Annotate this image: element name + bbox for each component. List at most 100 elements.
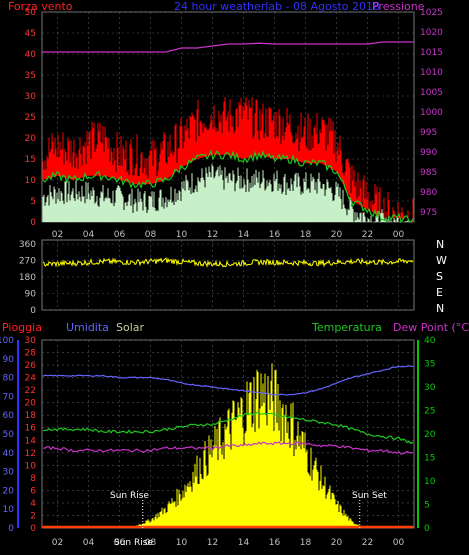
temperature-series: [42, 411, 414, 445]
humidity-label: Umidita: [66, 321, 109, 334]
temp-x-tick-label: 08: [145, 538, 157, 548]
rain-tick-label: 28: [25, 349, 37, 359]
compass-label: E: [436, 286, 443, 299]
compass-label: N: [436, 238, 444, 251]
pressure-tick-label: 990: [420, 148, 437, 158]
direction-tick-label: 0: [30, 306, 36, 316]
solar-series: [121, 363, 367, 528]
compass-label: N: [436, 302, 444, 315]
humidity-tick-label: 40: [3, 449, 15, 459]
temp-tick-label: 35: [424, 360, 435, 370]
wind-x-tick-label: 14: [238, 230, 250, 240]
pressure-tick-label: 1025: [420, 8, 443, 18]
chart-title: 24 hour weatherlab - 08 Agosto 2018: [174, 0, 380, 13]
temp-tick-label: 5: [424, 501, 430, 511]
rain-tick-label: 16: [25, 424, 37, 434]
solar-label: Solar: [116, 321, 145, 334]
rain-tick-label: 8: [30, 474, 36, 484]
direction-tick-label: 90: [25, 290, 37, 300]
wind-tick-label: 0: [30, 218, 36, 228]
wind-x-tick-label: 16: [269, 230, 281, 240]
wind-x-tick-label: 00: [393, 230, 405, 240]
direction-panel-frame: [41, 239, 415, 311]
rain-tick-label: 24: [25, 374, 37, 384]
humidity-tick-label: 50: [3, 430, 15, 440]
rain-tick-label: 20: [25, 399, 37, 409]
temp-x-tick-label: 22: [362, 538, 373, 548]
temp-x-tick-label: 10: [176, 538, 188, 548]
humidity-tick-label: 10: [3, 505, 15, 515]
temp-x-tick-label: 20: [331, 538, 343, 548]
rain-tick-label: 18: [25, 411, 37, 421]
direction-tick-label: 180: [19, 273, 36, 283]
direction-tick-label: 270: [19, 257, 36, 267]
wind-tick-label: 30: [25, 92, 37, 102]
wind-x-tick-label: 04: [83, 230, 95, 240]
temp-tick-label: 0: [424, 524, 430, 534]
temp-x-tick-label: 06: [114, 538, 126, 548]
direction-plot: 0 90 180 270 360: [19, 240, 414, 316]
sun-set-label: Sun Set: [352, 491, 387, 501]
wind-x-tick-label: 06: [114, 230, 126, 240]
rain-label: Pioggia: [2, 321, 42, 334]
wind-x-tick-label: 22: [362, 230, 373, 240]
temp-x-tick-label: 12: [207, 538, 218, 548]
humidity-tick-label: 0: [8, 524, 14, 534]
wind-x-tick-label: 12: [207, 230, 218, 240]
temp-x-tick-label: 16: [269, 538, 281, 548]
wind-tick-label: 50: [25, 8, 37, 18]
rain-tick-label: 30: [25, 336, 37, 346]
humidity-tick-label: 90: [3, 355, 15, 365]
temp-tick-label: 20: [424, 430, 436, 440]
wind-plot: 0510152025303540455097598098599099510001…: [25, 8, 444, 240]
wind-tick-label: 40: [25, 50, 37, 60]
temp-x-tick-label: 14: [238, 538, 250, 548]
pressure-tick-label: 1010: [420, 68, 443, 78]
rain-tick-label: 12: [25, 449, 36, 459]
sun-rise-bottom-label: Sun Rise: [114, 538, 153, 548]
compass-label: S: [436, 270, 443, 283]
temp-tick-label: 10: [424, 477, 436, 487]
pressure-tick-label: 1005: [420, 88, 443, 98]
rain-tick-label: 22: [25, 386, 36, 396]
wind-x-tick-label: 18: [300, 230, 312, 240]
wind-avg-series: [42, 149, 414, 224]
humidity-tick-label: 30: [3, 468, 15, 478]
rain-tick-label: 2: [30, 511, 36, 521]
humidity-tick-label: 60: [3, 411, 15, 421]
wind-tick-label: 35: [25, 71, 36, 81]
humidity-tick-label: 20: [3, 486, 15, 496]
pressure-tick-label: 1000: [420, 108, 443, 118]
rain-tick-label: 6: [30, 486, 36, 496]
wind-x-tick-label: 08: [145, 230, 157, 240]
pressure-tick-label: 980: [420, 188, 437, 198]
direction-series: [42, 257, 414, 268]
pressure-tick-label: 975: [420, 208, 437, 218]
wind-force-label: Forza vento: [8, 0, 73, 13]
humidity-tick-label: 70: [3, 392, 15, 402]
dewpoint-series: [42, 441, 414, 455]
rain-tick-label: 4: [30, 499, 36, 509]
humidity-tick-label: 80: [3, 374, 15, 384]
wind-x-tick-label: 02: [52, 230, 63, 240]
temp-x-tick-label: 04: [83, 538, 95, 548]
wind-tick-label: 15: [25, 155, 36, 165]
pressure-label: Pressione: [372, 0, 425, 13]
rain-tick-label: 26: [25, 361, 37, 371]
pressure-tick-label: 985: [420, 168, 437, 178]
rain-tick-label: 10: [25, 461, 37, 471]
direction-tick-label: 360: [19, 240, 36, 250]
wind-tick-label: 25: [25, 113, 36, 123]
dewpoint-label: Dew Point (°C): [393, 321, 469, 334]
humidity-series: [42, 365, 414, 396]
rain-tick-label: 0: [30, 524, 36, 534]
wind-min-series: [42, 164, 409, 222]
wind-tick-label: 10: [25, 176, 37, 186]
pressure-series: [42, 41, 414, 53]
wind-tick-label: 45: [25, 29, 36, 39]
temp-tick-label: 40: [424, 336, 436, 346]
wind-tick-label: 5: [30, 197, 36, 207]
wind-x-tick-label: 10: [176, 230, 188, 240]
